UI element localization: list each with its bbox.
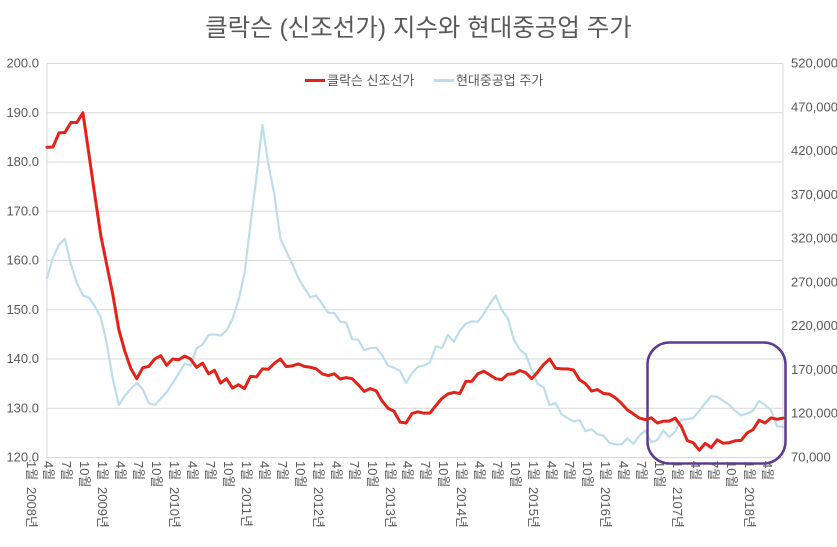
svg-text:370,000: 370,000 [791,187,837,202]
svg-text:170.0: 170.0 [6,203,39,218]
svg-text:180.0: 180.0 [6,154,39,169]
svg-text:190.0: 190.0 [6,105,39,120]
svg-text:470,000: 470,000 [791,99,837,114]
svg-text:70,000: 70,000 [791,450,831,465]
svg-text:130.0: 130.0 [6,400,39,415]
svg-text:170,000: 170,000 [791,362,837,377]
svg-text:200.0: 200.0 [6,56,39,71]
svg-text:520,000: 520,000 [791,56,837,71]
svg-text:220,000: 220,000 [791,318,837,333]
svg-text:320,000: 320,000 [791,231,837,246]
svg-text:140.0: 140.0 [6,351,39,366]
svg-text:150.0: 150.0 [6,302,39,317]
svg-text:420,000: 420,000 [791,143,837,158]
svg-text:270,000: 270,000 [791,274,837,289]
svg-text:120,000: 120,000 [791,406,837,421]
svg-text:160.0: 160.0 [6,253,39,268]
